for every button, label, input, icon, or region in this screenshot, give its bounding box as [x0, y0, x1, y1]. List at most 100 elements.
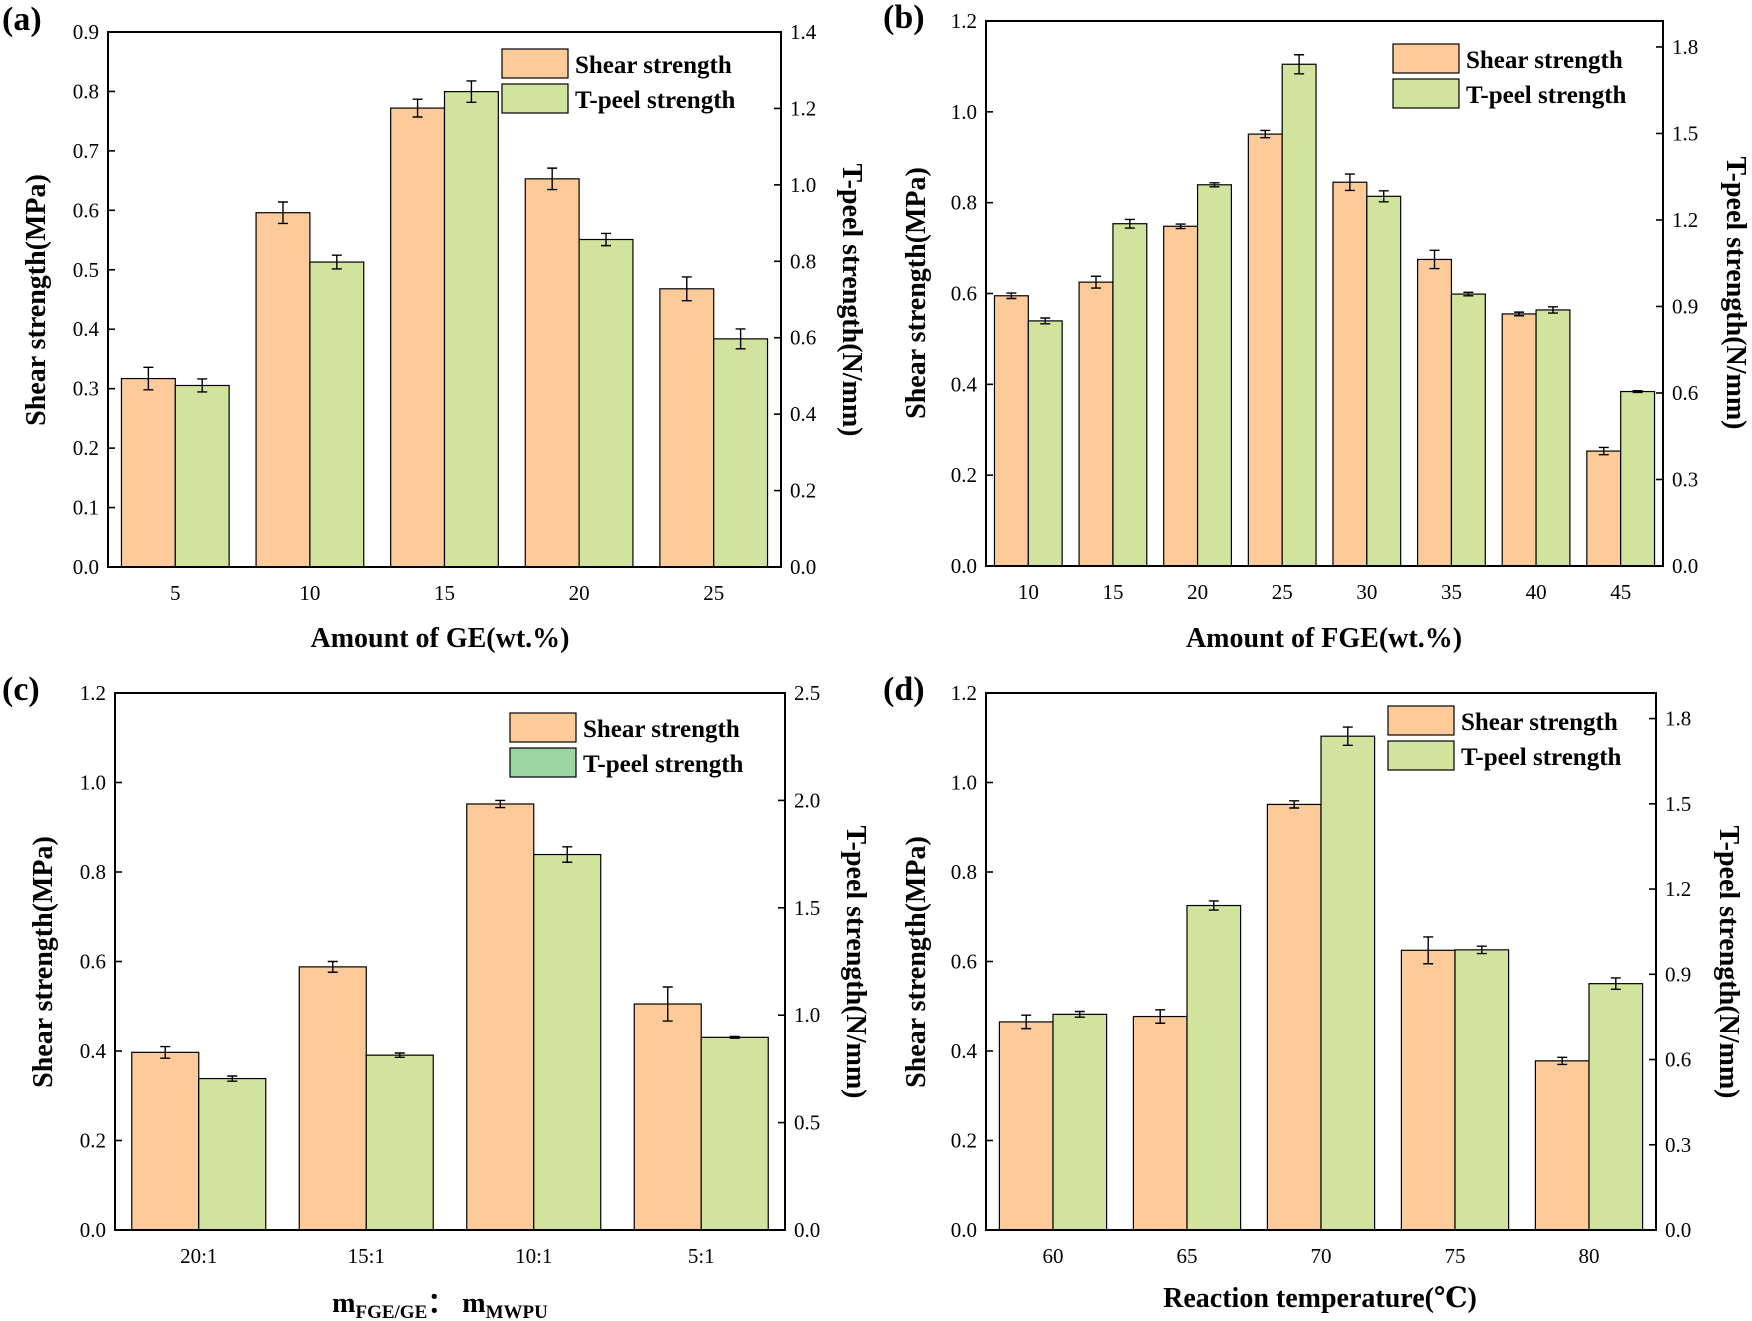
y-tick-label: 0.8 — [73, 79, 99, 103]
x-axis-title: Amount of GE(wt.%) — [311, 623, 570, 654]
tpeel-bar — [533, 853, 602, 1231]
shear-error-bar — [143, 366, 154, 391]
panel-a: 0.0 0.1 0.2 0.3 0.4 0.5 0.6 0.7 0.8 0.9 0.0 0.2 0.4 0… — [2, 1, 867, 654]
y-tick-label: 0.4 — [80, 1039, 107, 1063]
shear-error-bar — [547, 167, 558, 191]
shear-bar — [659, 288, 715, 568]
legend-swatch-tpeel — [501, 83, 569, 114]
y-tick-label: 1.2 — [951, 681, 977, 705]
y2-tick-label: 1.5 — [1665, 792, 1691, 816]
y2-axis-title: T-peel strength(N/mm) — [836, 164, 867, 437]
y-tick-label: 0.3 — [73, 377, 99, 401]
y2-tick-label: 0.9 — [1672, 294, 1698, 318]
shear-error-bar — [1557, 1056, 1568, 1066]
y-tick-label: 0.2 — [951, 463, 977, 487]
y2-tick-label: 1.0 — [790, 173, 816, 197]
x-tick-label: 20 — [1187, 580, 1208, 604]
shear-error-bar — [1021, 1014, 1032, 1030]
legend-swatch-tpeel — [509, 747, 577, 778]
tpeel-bar — [713, 338, 769, 568]
tpeel-bar — [578, 238, 634, 568]
panel-c: 0.0 0.2 0.4 0.6 0.8 1.0 1.2 0.0 0.5 1.0 1.5 2.0 2.5 2… — [2, 671, 871, 1321]
legend-swatch-shear — [501, 48, 569, 79]
y2-tick-label: 1.8 — [1672, 35, 1698, 59]
y2-tick-label: 1.2 — [790, 96, 816, 120]
x-tick-label: 75 — [1445, 1244, 1466, 1268]
shear-error-bar — [1344, 173, 1355, 192]
y2-tick-label: 0.0 — [1665, 1218, 1691, 1242]
legend-label-tpeel: T-peel strength — [1461, 744, 1622, 771]
x-axis-title: Amount of FGE(wt.%) — [1186, 623, 1462, 654]
y2-tick-label: 0.0 — [794, 1218, 820, 1242]
tpeel-error-bar — [1378, 190, 1389, 203]
tpeel-bar — [1186, 904, 1242, 1231]
y-tick-label: 0.4 — [951, 1039, 978, 1063]
tpeel-bar — [443, 91, 499, 568]
y-tick-label: 0.8 — [80, 860, 106, 884]
shear-bar — [255, 212, 311, 568]
plot-d: 0.0 0.2 0.4 0.6 0.8 1.0 1.2 0.0 0.3 0.6 0.9 1.2 1.5 1… — [951, 681, 1692, 1268]
x-tick-label: 80 — [1579, 1244, 1600, 1268]
tpeel-error-bar — [562, 846, 573, 863]
y-axis-title: Shear strength(MPa) — [901, 836, 932, 1088]
y2-tick-label: 1.2 — [1672, 208, 1698, 232]
shear-error-bar — [1423, 936, 1434, 965]
x-tick-label: 45 — [1610, 580, 1631, 604]
tpeel-bar — [1052, 1013, 1108, 1231]
y2-tick-label: 0.6 — [1665, 1048, 1691, 1072]
tpeel-error-bar — [227, 1075, 238, 1082]
legend-label-shear: Shear strength — [1466, 47, 1623, 74]
y-tick-label: 0.0 — [951, 1218, 977, 1242]
shear-bar — [1332, 181, 1368, 567]
tpeel-bar — [700, 1036, 769, 1231]
y2-tick-label: 1.8 — [1665, 707, 1691, 731]
y-tick-label: 0.8 — [951, 860, 977, 884]
x-tick-label: 40 — [1526, 580, 1547, 604]
tpeel-error-bar — [601, 232, 612, 247]
shear-bar — [1247, 133, 1283, 567]
y2-tick-label: 1.4 — [790, 20, 817, 44]
tpeel-bar — [1620, 390, 1656, 567]
shear-error-bar — [160, 1045, 171, 1059]
legend-swatch-tpeel — [1392, 78, 1460, 109]
tpeel-error-bar — [1463, 291, 1474, 297]
tpeel-error-bar — [197, 378, 208, 393]
y-axis-title: Shear strength(MPa) — [28, 836, 59, 1088]
legend: Shear strength T-peel strength — [1392, 43, 1627, 109]
legend-swatch-shear — [1387, 705, 1455, 736]
tpeel-bar — [309, 261, 365, 568]
x-tick-label: 15:1 — [348, 1244, 385, 1268]
tpeel-bar — [1027, 320, 1063, 567]
y-tick-label: 0.8 — [951, 191, 977, 215]
tpeel-error-bar — [729, 1035, 740, 1039]
panel-d: 0.0 0.2 0.4 0.6 0.8 1.0 1.2 0.0 0.3 0.6 0.9 1.2 1.5 1… — [883, 671, 1744, 1314]
y-tick-label: 0.1 — [73, 496, 99, 520]
panel-label: (c) — [2, 671, 40, 708]
x-tick-label: 20:1 — [180, 1244, 217, 1268]
shear-error-bar — [1260, 129, 1271, 139]
shear-bar — [1078, 281, 1114, 567]
tpeel-error-bar — [735, 328, 746, 350]
y-tick-label: 1.0 — [80, 771, 106, 795]
tpeel-error-bar — [1476, 945, 1487, 955]
legend-swatch-tpeel — [1387, 740, 1455, 771]
x-tick-label: 70 — [1311, 1244, 1332, 1268]
x-axis-title-m1: m — [332, 1288, 355, 1319]
x-axis-title: mFGE/GE： mMWPU — [332, 1288, 548, 1321]
shear-bar — [1534, 1060, 1590, 1231]
tpeel-error-bar — [1547, 306, 1558, 314]
tpeel-bar — [1281, 63, 1317, 567]
y2-tick-label: 0.4 — [790, 402, 817, 426]
y-tick-label: 0.5 — [73, 258, 99, 282]
y-tick-label: 0.0 — [80, 1218, 106, 1242]
y2-axis-title: T-peel strength(N/mm) — [840, 826, 871, 1099]
legend-label-tpeel: T-peel strength — [583, 751, 744, 778]
plot-frame — [107, 31, 782, 568]
panel-b: 0.0 0.2 0.4 0.6 0.8 1.0 1.2 0.0 0.3 0.6 0.9 1.2 1.5 1… — [883, 0, 1751, 654]
y2-axis-title: T-peel strength(N/mm) — [1720, 157, 1751, 430]
tpeel-error-bar — [1040, 317, 1051, 325]
y2-tick-label: 0.0 — [1672, 554, 1698, 578]
y2-tick-label: 1.5 — [1672, 121, 1698, 145]
tpeel-error-bar — [394, 1052, 405, 1058]
y-axis-title: Shear strength(MPa) — [21, 174, 52, 426]
